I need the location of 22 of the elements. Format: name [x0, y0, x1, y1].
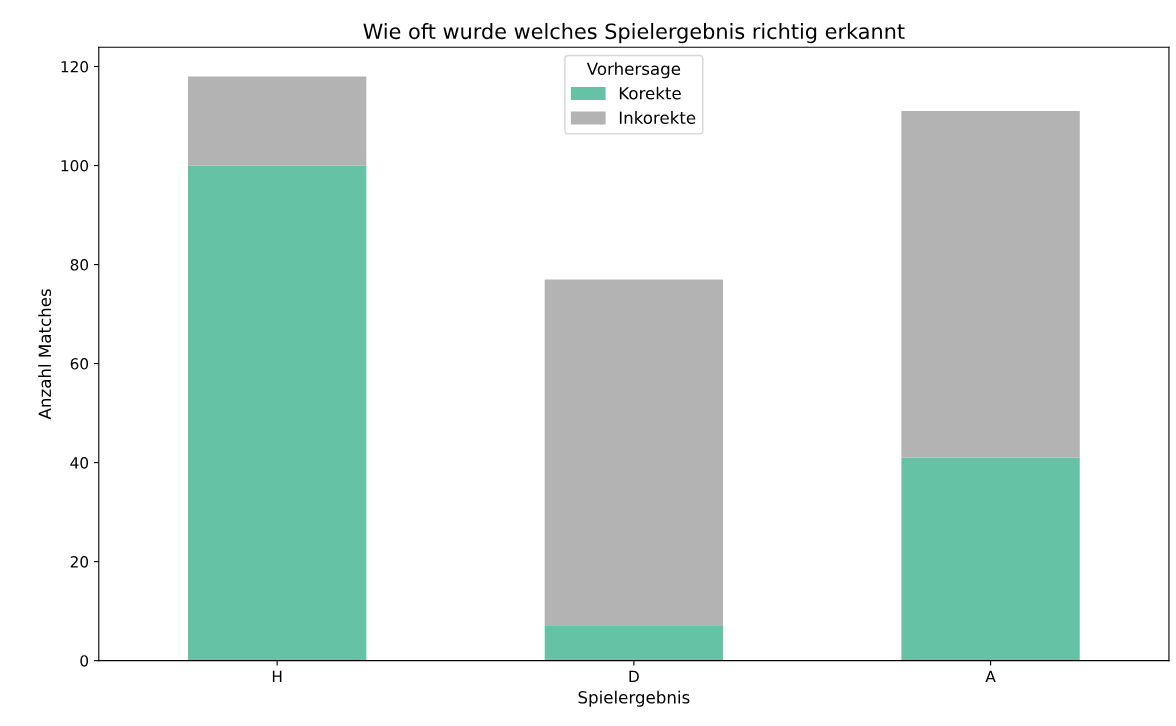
- x-axis-title: Spielergebnis: [578, 690, 690, 707]
- x-tick-label: H: [272, 670, 282, 682]
- x-tick-label: D: [629, 670, 639, 682]
- y-tick-label: 20: [70, 556, 89, 568]
- legend-label: Korekte: [619, 86, 681, 100]
- legend-title: Vorhersage: [586, 62, 681, 79]
- y-tick-label: 0: [80, 655, 89, 667]
- y-tick-label: 80: [70, 259, 89, 271]
- chart-title: Wie oft wurde welches Spielergebnis richtig erkannt: [363, 23, 905, 44]
- legend-label: Inkorekte: [619, 111, 696, 125]
- y-tick-label: 120: [61, 60, 89, 73]
- y-tick-label: 40: [70, 457, 89, 469]
- bar: [544, 279, 724, 626]
- bar: [901, 457, 1080, 661]
- y-tick-label: 60: [70, 358, 89, 370]
- y-axis-title: Anzahl Matches: [38, 289, 52, 420]
- bar: [187, 76, 367, 166]
- bar: [187, 165, 367, 661]
- x-tick-label: A: [985, 670, 996, 682]
- y-tick-label: 100: [61, 159, 89, 172]
- bar: [901, 111, 1080, 458]
- bar: [544, 626, 724, 661]
